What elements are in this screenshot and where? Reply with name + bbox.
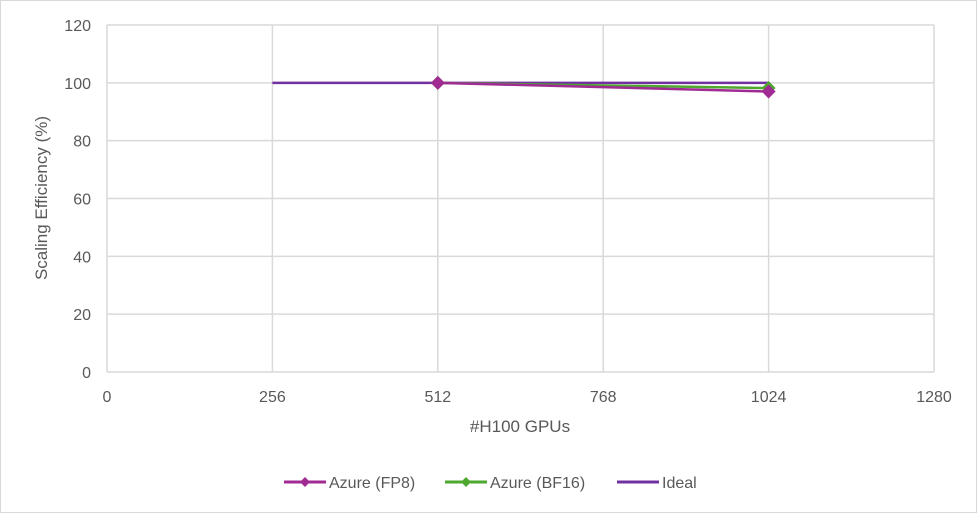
tick-labels: 0 20 40 60 80 100 120 0 256 512 768 1024 1280 — [64, 18, 952, 406]
y-tick-label: 100 — [64, 76, 91, 93]
y-tick-label: 120 — [64, 18, 91, 35]
y-tick-label: 20 — [73, 307, 91, 324]
x-tick-label: 512 — [424, 389, 451, 406]
x-tick-label: 256 — [259, 389, 286, 406]
legend-label: Ideal — [662, 475, 697, 492]
legend-label: Azure (FP8) — [329, 475, 415, 492]
data-point — [761, 84, 776, 99]
gridlines — [106, 24, 935, 373]
x-tick-label: 1024 — [751, 389, 787, 406]
y-axis-label: Scaling Efficiency (%) — [32, 116, 51, 280]
legend-marker — [461, 477, 471, 487]
series-group — [272, 75, 776, 99]
legend: Azure (FP8) Azure (BF16) Ideal — [284, 475, 697, 492]
data-point — [430, 75, 445, 90]
y-tick-label: 80 — [73, 134, 91, 151]
legend-label: Azure (BF16) — [490, 475, 585, 492]
x-tick-label: 768 — [590, 389, 617, 406]
y-tick-label: 60 — [73, 192, 91, 209]
x-axis-label: #H100 GPUs — [470, 417, 570, 436]
x-tick-label: 0 — [103, 389, 112, 406]
x-tick-label: 1280 — [916, 389, 952, 406]
y-tick-label: 40 — [73, 249, 91, 266]
y-tick-label: 0 — [82, 365, 91, 382]
series-line — [437, 81, 769, 93]
legend-marker — [300, 477, 310, 487]
